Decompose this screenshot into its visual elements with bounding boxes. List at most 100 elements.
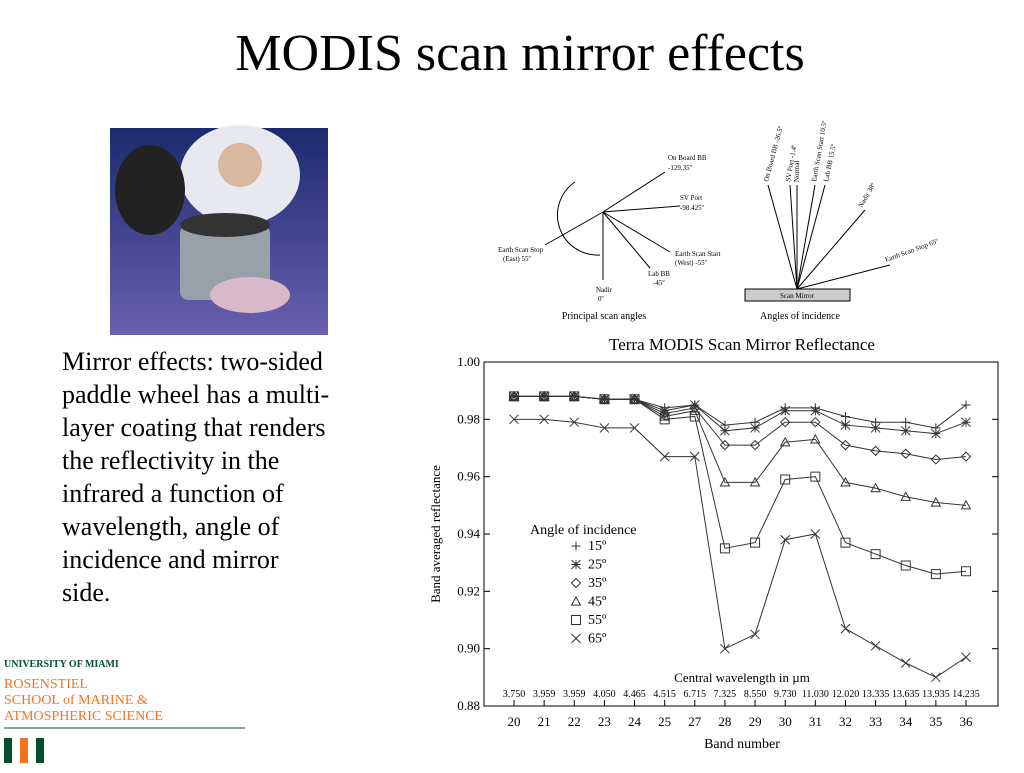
marker — [901, 417, 911, 427]
body-line: Mirror effects: two-sided — [62, 347, 323, 376]
marker — [810, 405, 821, 416]
series-line — [514, 395, 967, 460]
marker — [780, 534, 791, 545]
label: (West) -55º — [675, 259, 708, 267]
label: Normal — [793, 161, 801, 182]
legend-title: Angle of incidence — [530, 523, 637, 538]
marker — [569, 391, 580, 402]
marker — [810, 416, 821, 428]
wavelength-label: 13.335 — [862, 689, 890, 700]
body-line: incidence and mirror — [62, 545, 279, 574]
marker — [810, 529, 821, 539]
marker — [719, 476, 731, 487]
x-tick-label: 23 — [598, 714, 611, 729]
marker — [961, 566, 971, 577]
wavelength-label: 13.935 — [922, 689, 950, 700]
legend-label: 55º — [588, 613, 607, 628]
marker — [779, 436, 791, 447]
marker — [689, 451, 700, 462]
body-line: paddle wheel has a multi- — [62, 380, 329, 409]
marker — [960, 451, 972, 462]
marker — [659, 408, 670, 419]
marker — [961, 400, 971, 410]
marker — [840, 537, 851, 548]
marker — [689, 411, 700, 422]
x-tick-label: 32 — [839, 714, 852, 729]
x-tick-label: 25 — [658, 714, 671, 729]
logo-line: ATMOSPHERIC SCIENCE — [4, 709, 163, 724]
marker — [570, 577, 582, 589]
x-tick-label: 22 — [568, 714, 581, 729]
label: Earth Scan Stop 65º — [884, 237, 940, 264]
label: SV Port — [680, 194, 702, 202]
y-tick-label: 0.98 — [457, 411, 480, 426]
marker — [571, 559, 581, 570]
x-tick-label: 30 — [779, 714, 792, 729]
body-text: Mirror effects: two-sided paddle wheel ha… — [62, 347, 329, 607]
x-tick-label: 28 — [718, 714, 731, 729]
legend-label: 45º — [588, 595, 607, 610]
body-line: layer coating that renders — [62, 413, 326, 442]
caption: Principal scan angles — [562, 311, 647, 322]
marker — [870, 423, 881, 433]
marker — [930, 496, 942, 507]
marker — [571, 541, 581, 551]
x-tick-label: 27 — [688, 714, 702, 729]
marker — [840, 439, 851, 451]
x-tick-label: 29 — [749, 714, 762, 729]
marker — [870, 549, 881, 560]
label: Lab BB — [648, 270, 670, 278]
body-line: infrared a function of — [62, 479, 284, 508]
marker — [599, 394, 610, 405]
marker — [599, 423, 610, 433]
marker — [840, 476, 851, 487]
label: Earth Scan Start — [675, 250, 721, 258]
marker — [720, 425, 730, 436]
wavelength-label: 12.020 — [832, 689, 860, 700]
marker — [900, 425, 911, 436]
label: Lab BB 15.5º — [822, 143, 838, 183]
body-line: wavelength, angle of — [62, 512, 280, 541]
label: -45º — [653, 279, 665, 287]
x-tick-label: 21 — [538, 714, 551, 729]
wavelength-label: 14.235 — [952, 689, 980, 700]
label: Earth Scan Stop — [498, 246, 544, 254]
label: Scan Mirror — [780, 292, 815, 300]
marker — [719, 439, 731, 451]
marker — [900, 560, 911, 571]
series-line — [514, 395, 967, 506]
wavelength-label: 3.959 — [563, 689, 586, 700]
wavelength-label: 6.715 — [684, 689, 707, 700]
y-tick-label: 0.88 — [457, 698, 480, 713]
marker — [870, 640, 881, 651]
marker — [659, 414, 670, 425]
label: Nadir — [596, 286, 613, 294]
marker — [840, 411, 850, 421]
marker — [810, 471, 821, 482]
marker — [689, 405, 701, 415]
label: (East) 55º — [503, 255, 531, 263]
marker — [840, 420, 851, 430]
logo-line: SCHOOL of MARINE & — [4, 693, 148, 708]
wavelength-label: 11.030 — [802, 689, 829, 700]
label: On Board BB -26.5º — [762, 125, 785, 183]
marker — [509, 414, 519, 425]
series-line — [514, 395, 967, 575]
marker — [900, 448, 911, 459]
marker — [750, 629, 760, 640]
diagram-left-labels: On Board BB -129.35º SV Port -98.425º Ea… — [498, 154, 721, 322]
x-axis-label: Band number — [704, 737, 780, 752]
marker — [539, 414, 549, 425]
diagram-right — [744, 184, 891, 302]
label: -129.35º — [668, 164, 693, 172]
y-tick-label: 0.96 — [457, 469, 480, 484]
diagram-left — [544, 171, 681, 280]
wavelength-label: 3.750 — [503, 689, 526, 700]
marker — [571, 615, 581, 625]
marker — [930, 454, 942, 465]
wavelength-label: 8.550 — [744, 689, 767, 700]
logo: UNIVERSITY OF MIAMI ROSENSTIEL SCHOOL of… — [4, 659, 245, 763]
marker — [659, 405, 670, 416]
y-tick-label: 1.00 — [457, 354, 480, 369]
